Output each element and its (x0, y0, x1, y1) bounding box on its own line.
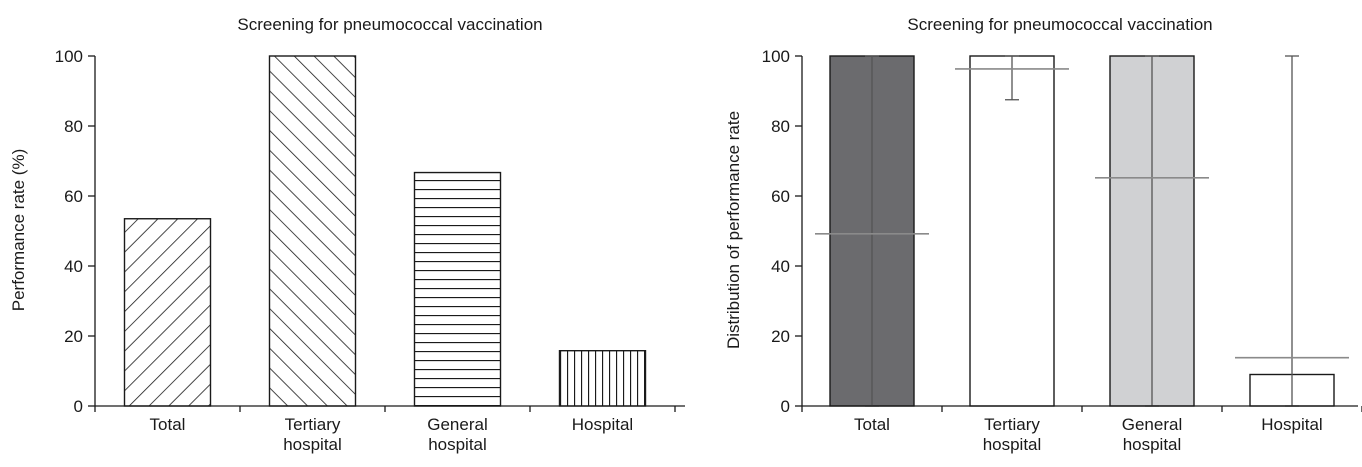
bar-series (829, 55, 1335, 407)
y-axis-label: Performance rate (%) (9, 149, 28, 312)
y-tick-label: 100 (762, 47, 790, 66)
y-tick-label: 0 (781, 397, 790, 416)
x-tick-label-line: Hospital (1261, 415, 1322, 434)
bar-series (123, 55, 647, 407)
x-tick-label: General hospital (427, 415, 487, 454)
x-tick-label: Total (854, 415, 890, 434)
y-tick-label: 40 (771, 257, 790, 276)
x-tick-label-line: hospital (1123, 435, 1182, 454)
x-tick-label-line: General (1122, 415, 1182, 434)
x-tick-label: Tertiary hospital (283, 415, 342, 454)
x-tick-label-line: hospital (428, 435, 487, 454)
x-tick-label: Hospital (1261, 415, 1322, 434)
x-tick-label-line: Hospital (572, 415, 633, 434)
bar (413, 171, 502, 407)
y-axis-label: Distribution of performance rate (724, 111, 743, 349)
range-and-mean-marks (815, 55, 1349, 407)
bar (558, 350, 647, 407)
x-tick-label-line: hospital (283, 435, 342, 454)
y-tick-label: 80 (64, 117, 83, 136)
y-tick-label: 0 (74, 397, 83, 416)
bar (969, 55, 1055, 407)
x-tick-label-line: General (427, 415, 487, 434)
x-tick-label-line: Total (150, 415, 186, 434)
x-tick-label-line: Tertiary (984, 415, 1040, 434)
chart-title: Screening for pneumococcal vaccination (237, 15, 542, 34)
y-tick-label: 80 (771, 117, 790, 136)
x-tick-label-line: Total (854, 415, 890, 434)
performance-distribution-chart: Screening for pneumococcal vaccination D… (724, 15, 1362, 454)
performance-rate-chart: Screening for pneumococcal vaccination P… (9, 15, 685, 454)
y-tick-label: 20 (771, 327, 790, 346)
chart-title: Screening for pneumococcal vaccination (907, 15, 1212, 34)
y-tick-label: 100 (55, 47, 83, 66)
x-tick-label: General hospital (1122, 415, 1182, 454)
bar (268, 55, 357, 407)
y-tick-label: 60 (771, 187, 790, 206)
y-tick-label: 60 (64, 187, 83, 206)
x-tick-label: Hospital (572, 415, 633, 434)
x-tick-label: Total (150, 415, 186, 434)
x-tick-label: Tertiary hospital (983, 415, 1042, 454)
x-tick-label-line: Tertiary (285, 415, 341, 434)
y-tick-label: 40 (64, 257, 83, 276)
y-tick-label: 20 (64, 327, 83, 346)
bar (123, 218, 212, 407)
x-tick-label-line: hospital (983, 435, 1042, 454)
